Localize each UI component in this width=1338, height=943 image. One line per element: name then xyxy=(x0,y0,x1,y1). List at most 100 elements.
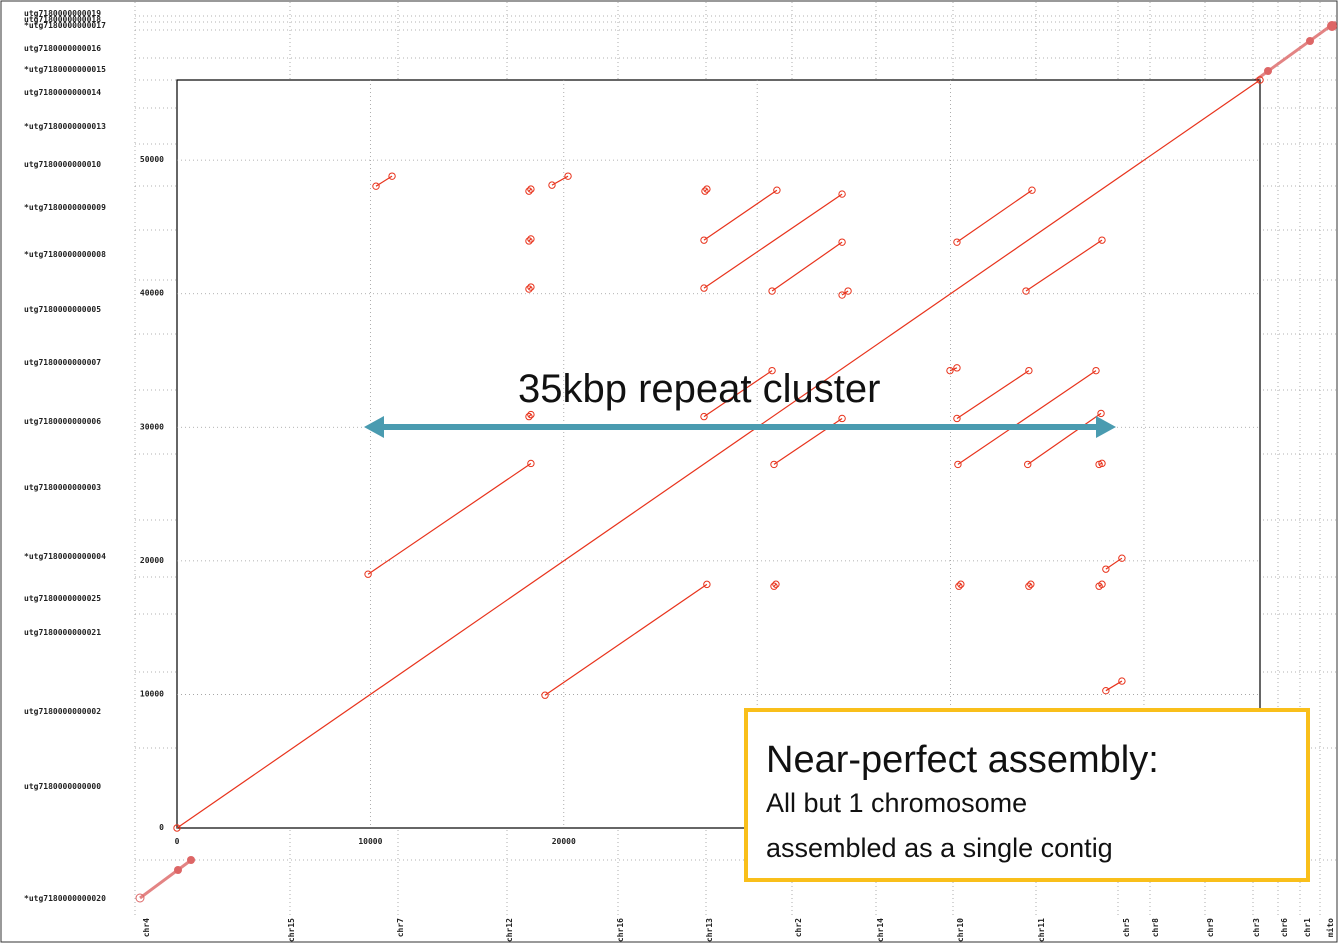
inner-content: 0100002000030000400005000001000020000300… xyxy=(140,76,1264,846)
chromosome-label: chr12 xyxy=(505,918,514,942)
alignment-end xyxy=(770,460,778,469)
alignment-end xyxy=(953,364,961,372)
alignment-end xyxy=(1098,580,1106,588)
alignment xyxy=(956,189,1033,243)
alignment-end xyxy=(1118,554,1126,562)
callout-line: assembled as a single contig xyxy=(766,833,1113,863)
chromosome-label: chr8 xyxy=(1151,918,1160,937)
callout-box xyxy=(744,708,1310,882)
alignment-end xyxy=(838,238,846,246)
alignment-end xyxy=(953,238,961,246)
alignment-end xyxy=(525,412,533,421)
alignment xyxy=(956,370,1030,419)
alignment-end xyxy=(525,187,533,195)
alignment-end xyxy=(954,460,962,469)
alignment-end xyxy=(525,285,533,293)
alignment-end xyxy=(838,291,846,299)
x-tick-label: 10000 xyxy=(358,837,382,846)
alignment xyxy=(528,286,532,290)
alignment-end xyxy=(1025,366,1033,375)
alignment-end xyxy=(1098,459,1106,468)
alignment xyxy=(1025,239,1103,292)
alignment-end xyxy=(527,410,535,419)
alignment-end xyxy=(1025,582,1033,590)
callout-line: All but 1 chromosome xyxy=(766,788,1027,818)
chromosome-label: chr6 xyxy=(1280,918,1289,937)
callout-title: Near-perfect assembly: xyxy=(766,739,1159,781)
alignment-end xyxy=(527,459,535,468)
alignment xyxy=(1027,412,1102,465)
alignment xyxy=(703,370,773,418)
alignment-end xyxy=(541,691,549,699)
contig-label: utg7180000000021 xyxy=(24,628,101,637)
y-tick-label: 20000 xyxy=(140,556,164,565)
contig-label: utg7180000000025 xyxy=(24,594,101,603)
alignment-end xyxy=(1092,366,1100,375)
alignment-end xyxy=(1102,565,1110,573)
alignment-end xyxy=(564,172,572,180)
alignment-end xyxy=(388,172,396,180)
corner-dot xyxy=(1264,67,1272,75)
alignment xyxy=(176,79,1261,829)
alignment xyxy=(1028,583,1032,587)
alignment xyxy=(544,583,708,696)
chromosome-label: chr4 xyxy=(142,918,151,937)
alignment-end xyxy=(768,287,776,295)
alignment-end xyxy=(838,414,846,423)
chromosome-label: chr7 xyxy=(396,918,405,937)
contig-label: *utg7180000000013 xyxy=(24,122,106,131)
x-tick-label: 0 xyxy=(175,837,180,846)
alignment xyxy=(703,189,778,241)
alignment-end xyxy=(701,187,709,195)
chromosome-label: chr13 xyxy=(705,918,714,942)
contig-label: utg7180000000000 xyxy=(24,782,101,791)
chromosome-label: chr15 xyxy=(287,918,296,942)
contig-label: *utg7180000000009 xyxy=(24,203,106,212)
alignment-end xyxy=(838,190,846,198)
contig-label: utg7180000000002 xyxy=(24,707,101,716)
corner-dot xyxy=(174,866,182,874)
contig-label: *utg7180000000015 xyxy=(24,65,106,74)
corner-dot xyxy=(187,856,195,864)
contig-label: *utg7180000000008 xyxy=(24,250,106,259)
x-tick-label: 20000 xyxy=(552,837,576,846)
alignment xyxy=(528,188,532,192)
alignment-end xyxy=(548,181,556,189)
alignment-end xyxy=(773,186,781,194)
chromosome-label: chr9 xyxy=(1206,918,1215,937)
alignment-end xyxy=(703,185,711,193)
contig-label: utg7180000000007 xyxy=(24,358,101,367)
chromosome-label: chr11 xyxy=(1037,918,1046,942)
chromosome-label: chr14 xyxy=(876,918,885,942)
alignment xyxy=(771,241,843,292)
chromosome-label: chr10 xyxy=(956,918,965,942)
contig-label: *utg7180000000020 xyxy=(24,894,106,903)
chromosome-label: mito xyxy=(1325,918,1335,937)
alignment-end xyxy=(770,582,778,590)
corner-alignment xyxy=(139,856,195,900)
y-tick-label: 0 xyxy=(159,823,164,832)
alignment xyxy=(957,370,1097,465)
y-tick-label: 50000 xyxy=(140,155,164,164)
chromosome-label: chr2 xyxy=(794,918,803,937)
contig-label: utg7180000000005 xyxy=(24,305,101,314)
contig-label: *utg7180000000017 xyxy=(24,21,106,30)
alignment-end xyxy=(946,366,954,375)
alignment-end xyxy=(527,235,535,243)
alignment-end xyxy=(527,283,535,291)
alignment-end xyxy=(527,185,535,193)
contig-label: *utg7180000000004 xyxy=(24,552,106,561)
contig-label: utg7180000000006 xyxy=(24,417,101,426)
chromosome-label: chr3 xyxy=(1252,918,1261,937)
alignment-end xyxy=(1098,236,1106,244)
alignment-end xyxy=(1256,76,1264,84)
arrow-head xyxy=(364,416,384,438)
contig-label: utg7180000000018 xyxy=(24,15,101,24)
alignment-end xyxy=(772,580,780,588)
alignment-end xyxy=(700,284,708,292)
alignment-end xyxy=(955,582,963,590)
alignment xyxy=(528,238,532,242)
alignment xyxy=(958,583,962,587)
alignment-end xyxy=(1027,580,1035,588)
